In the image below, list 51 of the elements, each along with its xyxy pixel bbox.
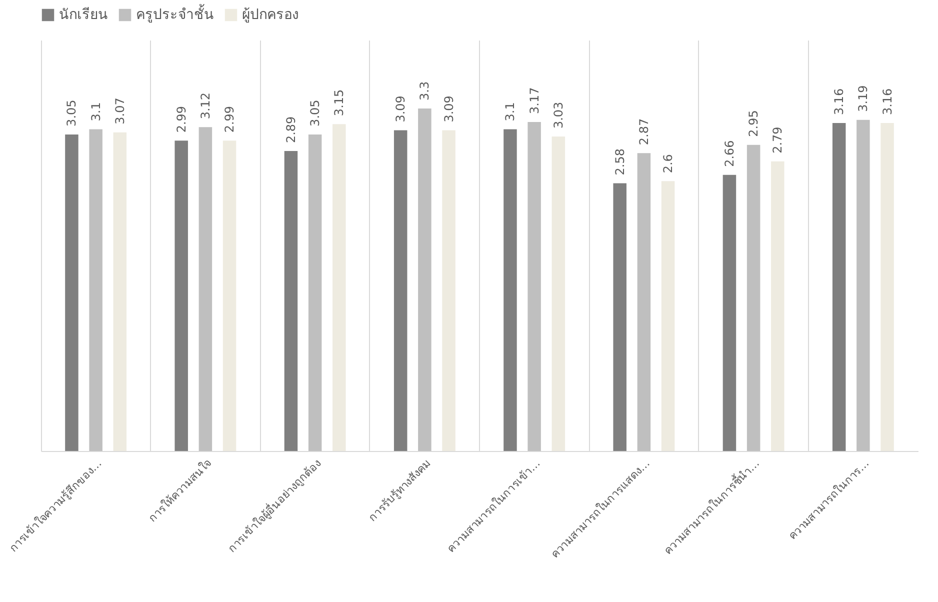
bar — [856, 120, 870, 451]
bar — [771, 161, 784, 451]
bar — [89, 129, 102, 451]
bar — [661, 181, 675, 451]
data-label: 3.05 — [64, 100, 79, 126]
bar — [442, 130, 456, 451]
data-label: 2.6 — [661, 154, 676, 174]
data-label: 3.12 — [198, 92, 212, 120]
legend-label: นักเรียน — [59, 7, 108, 23]
bar — [504, 129, 517, 451]
data-label: 3.17 — [527, 87, 542, 114]
data-label: 2.87 — [636, 118, 651, 146]
data-label: 3.1 — [88, 102, 103, 122]
data-label: 3.16 — [880, 88, 894, 116]
data-label: 3.09 — [394, 96, 408, 122]
bar — [332, 124, 346, 451]
data-label: 2.79 — [770, 126, 785, 154]
data-label: 3.05 — [308, 100, 322, 126]
data-label: 2.95 — [746, 110, 761, 137]
bar — [222, 140, 236, 451]
data-label: 3.3 — [418, 81, 432, 100]
data-label: 3.03 — [551, 102, 566, 129]
bar — [746, 144, 760, 451]
bar — [65, 134, 78, 451]
data-label: 2.58 — [612, 148, 627, 176]
bar — [722, 174, 736, 451]
bar — [528, 122, 541, 451]
legend-label: ผู้ปกครอง — [242, 7, 299, 23]
bar — [284, 151, 298, 451]
data-label: 3.09 — [442, 96, 456, 122]
bar — [613, 183, 626, 451]
data-label: 2.99 — [174, 106, 188, 133]
data-label: 2.66 — [722, 140, 736, 167]
bar — [113, 132, 127, 451]
data-label: 3.15 — [332, 89, 346, 116]
data-label: 3.19 — [856, 85, 870, 112]
bar — [394, 130, 408, 451]
bar — [552, 136, 566, 451]
bar — [308, 134, 322, 451]
data-label: 3.07 — [112, 98, 127, 124]
data-label: 3.16 — [832, 88, 846, 116]
data-label: 2.89 — [284, 116, 298, 144]
data-label: 2.99 — [222, 106, 237, 133]
bar — [832, 123, 846, 451]
data-label: 3.1 — [503, 102, 518, 122]
bar — [418, 108, 432, 451]
bar — [880, 123, 894, 451]
bar — [637, 153, 651, 451]
bar — [174, 140, 188, 451]
bar — [198, 127, 212, 451]
legend-label: ครูประจำชั้น — [136, 4, 214, 23]
